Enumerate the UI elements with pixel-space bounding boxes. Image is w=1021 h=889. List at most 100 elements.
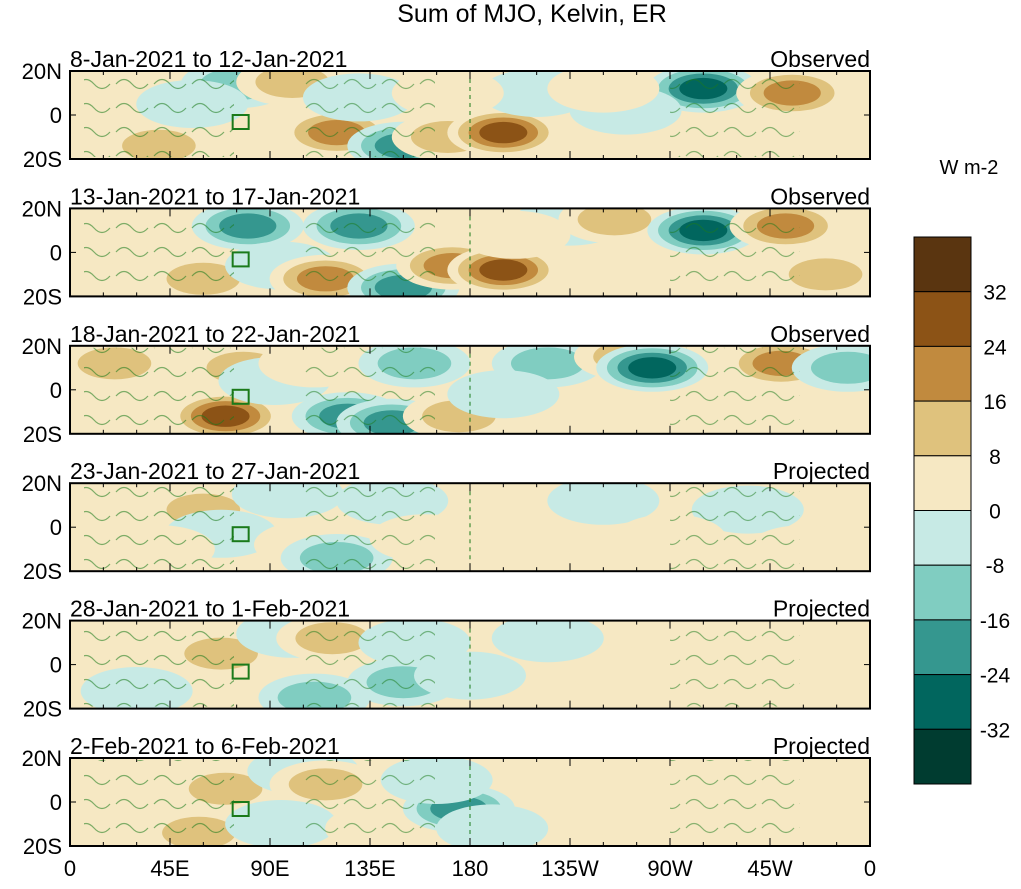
colorbar-bin — [913, 400, 972, 457]
anomaly-contour-9-1 — [569, 647, 682, 696]
panel-status: Projected — [773, 733, 870, 759]
y-tick-label: 0 — [50, 653, 62, 678]
colorbar: W m-2 32 24 16 8 0 -8 -16 -24 -32 — [913, 157, 1011, 785]
reference-box — [231, 801, 250, 817]
x-tick-label: 45E — [150, 856, 189, 881]
colorbar-bin — [913, 728, 972, 785]
panel-status: Projected — [773, 596, 870, 622]
coastline-africa-india — [84, 347, 234, 432]
y-tick-label: 20N — [22, 59, 62, 84]
colorbar-label: -32 — [980, 719, 1010, 742]
coastline-africa-india — [84, 210, 234, 295]
coastline-americas — [670, 485, 800, 570]
coastline-americas — [670, 347, 800, 432]
colorbar-bin — [913, 291, 972, 347]
coastline-africa-india — [84, 485, 234, 570]
colorbar-bin — [913, 345, 972, 402]
panel-period: 23-Jan-2021 to 27-Jan-2021 — [70, 458, 360, 484]
x-tick-label: 0 — [64, 856, 76, 881]
x-tick-label: 180 — [452, 856, 489, 881]
coastline-americas — [670, 760, 800, 844]
colorbar-bin — [913, 236, 972, 293]
colorbar-bin — [913, 510, 972, 566]
colorbar-label: 8 — [989, 446, 1001, 469]
anomaly-contour-10-1 — [569, 789, 682, 837]
panel-6: 20N 0 20S 2-Feb-2021 to 6-Feb-2021 Projected — [22, 733, 871, 859]
anomaly-contour-10-2 — [577, 208, 652, 236]
colorbar-label: -16 — [980, 610, 1010, 633]
panel-1: 20N 0 20S 8-Jan-2021 to 12-Jan-2021 Observed — [22, 46, 871, 172]
anomaly-contour-8-1 — [414, 651, 526, 700]
panels: 20N 0 20S 8-Jan-2021 to 12-Jan-2021 Observed… — [22, 46, 871, 859]
y-tick-label: 20S — [23, 284, 62, 309]
colorbar-bin — [913, 619, 972, 676]
y-tick-label: 20N — [22, 609, 62, 634]
x-tick-label: 0 — [864, 856, 876, 881]
coastline-maritime-continent — [305, 210, 435, 295]
anomaly-contour-8-1 — [436, 804, 549, 846]
y-tick-label: 20N — [22, 471, 62, 496]
colorbar-label: -24 — [980, 665, 1011, 688]
y-tick-label: 20S — [23, 834, 62, 859]
anomaly-contour-15-1 — [458, 210, 571, 259]
panel-2: 20N 0 20S 13-Jan-2021 to 17-Jan-2021 Observe… — [22, 183, 871, 309]
coastline-maritime-continent — [305, 622, 435, 707]
reference-box — [231, 114, 250, 130]
reference-box — [231, 663, 250, 680]
panel-period: 8-Jan-2021 to 12-Jan-2021 — [70, 46, 347, 72]
reference-box — [231, 526, 250, 543]
colorbar-bin — [913, 564, 972, 621]
coastline-africa-india — [84, 760, 234, 844]
x-tick-label: 90E — [250, 856, 289, 881]
colorbar-bin — [913, 674, 972, 730]
colorbar-label: 16 — [983, 391, 1006, 414]
chart-title: Sum of MJO, Kelvin, ER — [397, 0, 667, 28]
y-tick-label: 20S — [23, 559, 62, 584]
anomaly-contour-14-1 — [547, 71, 660, 113]
coastline-maritime-continent — [305, 347, 435, 432]
reference-box — [231, 388, 250, 405]
x-tick-label: 135W — [541, 856, 599, 881]
colorbar-label: 24 — [983, 336, 1007, 359]
y-tick-label: 20S — [23, 147, 62, 172]
coastline-maritime-continent — [305, 485, 435, 570]
y-tick-label: 0 — [50, 240, 62, 265]
anomaly-contour-12-1 — [491, 620, 604, 663]
coastline-africa-india — [84, 622, 234, 707]
panel-5: 20N 0 20S 28-Jan-2021 to 1-Feb-2021 Projecte… — [22, 596, 871, 722]
panel-period: 2-Feb-2021 to 6-Feb-2021 — [70, 733, 340, 759]
colorbar-label: 32 — [983, 282, 1006, 305]
x-tick-label: 90W — [647, 856, 692, 881]
anomaly-contour-13-2 — [788, 258, 863, 291]
panel-4: 20N 0 20S 23-Jan-2021 to 27-Jan-2021 Project… — [22, 458, 871, 584]
y-tick-label: 0 — [50, 378, 62, 403]
y-tick-label: 20N — [22, 334, 62, 359]
anomaly-contour-12-4 — [628, 357, 677, 379]
panel-status: Observed — [770, 183, 870, 209]
panel-period: 13-Jan-2021 to 17-Jan-2021 — [70, 183, 360, 209]
y-tick-label: 20S — [23, 697, 62, 722]
colorbar-units: W m-2 — [940, 157, 999, 179]
x-axis: 0 45E 90E 135E 180 135W 90W 45W 0 — [64, 856, 876, 881]
y-tick-label: 20N — [22, 196, 62, 221]
x-tick-label: 135E — [344, 856, 395, 881]
coastline-maritime-continent — [305, 73, 435, 157]
panel-status: Observed — [770, 46, 870, 72]
panel-period: 28-Jan-2021 to 1-Feb-2021 — [70, 596, 350, 622]
y-tick-label: 0 — [50, 103, 62, 128]
anomaly-contour-8-4 — [479, 259, 528, 281]
y-tick-label: 20N — [22, 746, 62, 771]
y-tick-label: 20S — [23, 422, 62, 447]
colorbar-label: 0 — [989, 501, 1001, 524]
anomaly-contour-16-1 — [447, 370, 560, 419]
coastline-americas — [670, 210, 800, 295]
x-tick-label: 45W — [747, 856, 792, 881]
coastline-maritime-continent — [305, 760, 435, 844]
coastline-americas — [670, 622, 800, 707]
anomaly-contour-7-1 — [547, 483, 660, 525]
y-tick-label: 0 — [50, 790, 62, 815]
anomaly-contour-6-4 — [479, 121, 528, 144]
anomaly-contour-14-2 — [810, 351, 870, 384]
colorbar-bin — [913, 455, 972, 511]
